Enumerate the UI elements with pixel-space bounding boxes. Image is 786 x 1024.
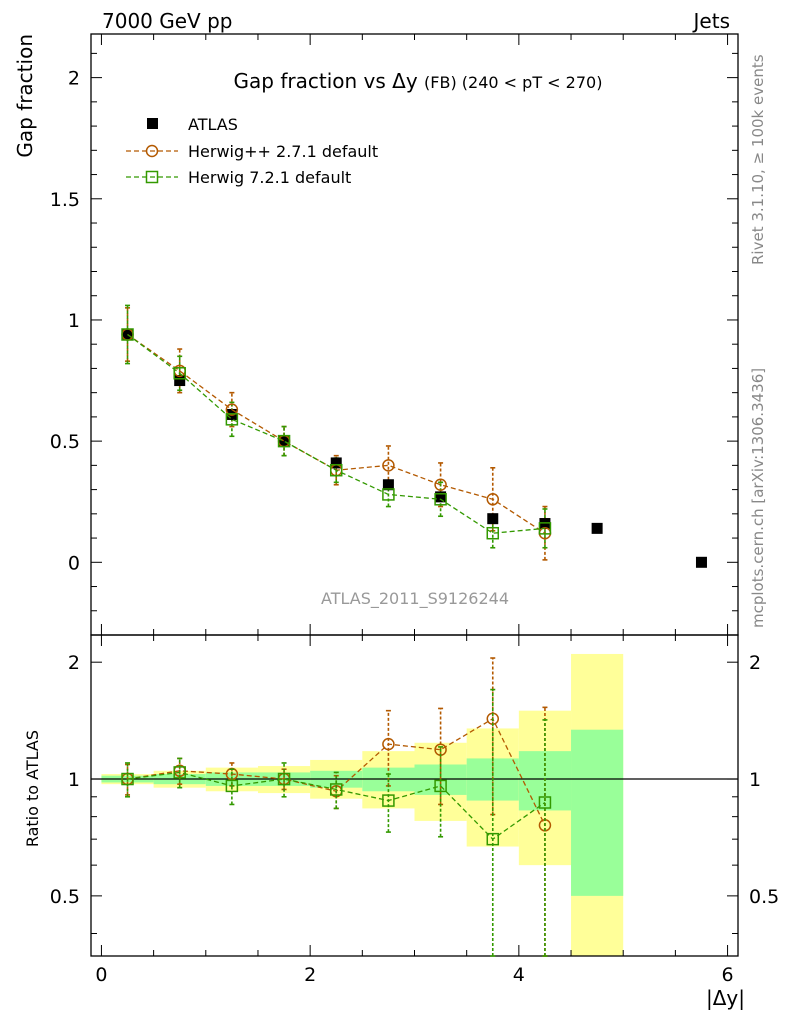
legend-label-0: ATLAS [188, 115, 238, 134]
ratio-mc2-point-1 [173, 766, 186, 779]
mc2-point-7 [486, 526, 500, 540]
mc2-series-line [127, 333, 546, 534]
ratio-ytick-label-right-0.5: 0.5 [749, 886, 779, 908]
ratio-ytick-label-0.5: 0.5 [50, 886, 80, 908]
ratio-mc2-point-6 [434, 779, 447, 793]
mc2-point-6 [434, 493, 447, 506]
title-main: Gap fraction vs [234, 69, 386, 93]
x-tick-label-0: 0 [95, 964, 107, 986]
atlas-point-3 [278, 435, 290, 447]
x-tick-label-4: 4 [513, 964, 525, 986]
legend-marker-2 [145, 170, 159, 184]
watermark: ATLAS_2011_S9126244 [321, 589, 509, 609]
legend-label-1: Herwig++ 2.7.1 default [188, 142, 378, 161]
ratio-ytick-label-1: 1 [68, 769, 80, 791]
main-panel: 0 0.5 1 1.5 2 [50, 33, 739, 636]
ratio-ytick-label-2: 2 [68, 652, 80, 674]
mc1-point-5 [382, 459, 395, 472]
mc2-point-2 [225, 413, 239, 426]
rivet-label: Rivet 3.1.10, ≥ 100k events [749, 54, 767, 265]
mc2-point-0 [121, 328, 134, 341]
main-title: Gap fraction vs Δy (FB) (240 < pT < 270) [234, 69, 603, 93]
main-ytick-label-0: 0 [68, 552, 80, 574]
atlas-point-10 [695, 556, 707, 568]
green-band-9 [571, 729, 624, 896]
main-ytick-label-0.5: 0.5 [50, 431, 80, 453]
mc2-point-4 [329, 463, 343, 477]
ratio-xlabel: |Δy| [706, 986, 745, 1010]
mc2-point-3 [277, 434, 291, 448]
x-tick-label-6: 6 [722, 964, 734, 986]
ratio-mc1-point-5 [382, 737, 395, 751]
atlas-point-5 [382, 479, 394, 491]
legend-marker-1 [145, 144, 159, 158]
ratio-mc2-point-4 [329, 783, 343, 796]
ratio-mc2-point-7 [486, 832, 500, 846]
mc1-point-6 [434, 478, 447, 491]
legend-label-2: Herwig 7.2.1 default [188, 168, 351, 187]
ratio-mc2-point-0 [121, 772, 134, 786]
ratio-ytick-label-right-1: 1 [749, 769, 761, 791]
ratio-ytick-label-right-2: 2 [749, 652, 761, 674]
ratio-mc2-point-5 [382, 794, 395, 807]
side-labels: Rivet 3.1.10, ≥ 100k events mcplots.cern… [749, 54, 767, 628]
ratio-mc2-point-3 [277, 772, 291, 786]
ratio-panel: 0 2 4 6 0.5 0.5 1 1 2 2 [50, 634, 779, 986]
atlas-point-1 [174, 375, 186, 387]
ratio-mc2-point-8 [538, 796, 552, 809]
mc2-point-8 [538, 522, 552, 535]
mc1-point-2 [225, 403, 239, 416]
header-left: 7000 GeV pp [102, 9, 233, 33]
main-ytick-label-1.5: 1.5 [50, 189, 80, 211]
ratio-ylabel: Ratio to ATLAS [23, 730, 42, 847]
mc2-point-1 [173, 367, 186, 380]
main-ylabel: Gap fraction [13, 34, 37, 158]
mcplots-label: mcplots.cern.ch [arXiv:1306.3436] [749, 368, 767, 628]
atlas-point-4 [330, 457, 342, 469]
atlas-point-7 [487, 513, 499, 525]
main-ytick-label-1: 1 [68, 310, 80, 332]
legend: ATLAS Herwig++ 2.7.1 default Herwig 7.2.1 … [126, 115, 378, 187]
atlas-point-6 [435, 491, 447, 503]
ratio-mc2-point-2 [225, 779, 239, 793]
title-delta: Δy [392, 69, 418, 93]
x-tick-label-2: 2 [304, 964, 316, 986]
main-ytick-label-2: 2 [68, 68, 80, 90]
legend-marker-0 [147, 118, 158, 129]
mc2-point-5 [382, 488, 395, 501]
header-right: Jets [692, 9, 730, 33]
mc1-series-line [127, 333, 546, 534]
mc1-point-7 [486, 493, 500, 506]
ratio-mc2-series-line [127, 771, 546, 841]
title-sub: (FB) (240 < pT < 270) [424, 73, 602, 92]
atlas-point-9 [591, 522, 603, 534]
